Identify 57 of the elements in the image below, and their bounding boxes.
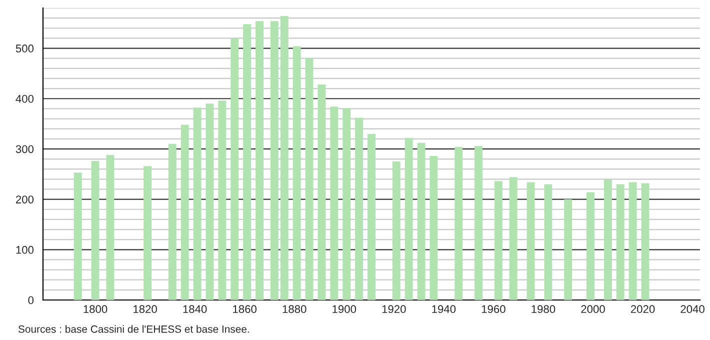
- bar: [474, 146, 482, 300]
- x-tick-label: 1940: [432, 305, 456, 314]
- x-tick-label: 2040: [680, 305, 704, 314]
- bar: [144, 166, 152, 300]
- bar: [355, 118, 364, 300]
- bar: [454, 146, 463, 300]
- x-tick-label: 1820: [134, 305, 157, 314]
- x-tick-label: 2020: [630, 305, 655, 314]
- bar: [641, 183, 650, 300]
- x-tick-label: 1840: [183, 305, 207, 314]
- y-tick-label: 100: [16, 246, 34, 254]
- bar: [206, 104, 214, 300]
- bar: [243, 24, 252, 300]
- bar: [270, 21, 278, 300]
- bar: [180, 124, 189, 300]
- y-tick-label: 500: [16, 44, 34, 52]
- y-tick-label: 300: [16, 145, 34, 154]
- bar: [392, 162, 400, 300]
- bar: [616, 184, 624, 300]
- bar: [106, 155, 114, 300]
- bar: [564, 199, 572, 300]
- bar: [586, 192, 594, 300]
- bar: [526, 182, 535, 300]
- bar: [305, 58, 314, 300]
- bar: [193, 108, 202, 300]
- bar: [342, 108, 351, 300]
- x-tick-label: 1920: [382, 305, 406, 314]
- bar: [292, 46, 301, 300]
- bar: [256, 21, 264, 300]
- bar: [544, 184, 552, 300]
- y-tick-label: 400: [16, 94, 34, 103]
- bar: [218, 100, 226, 300]
- bar: [168, 144, 176, 300]
- bar: [91, 161, 100, 300]
- bar: [509, 177, 518, 300]
- bar: [330, 106, 338, 300]
- bar: [604, 180, 612, 300]
- bar: [404, 138, 413, 300]
- x-tick-label: 1960: [482, 305, 506, 314]
- x-tick-label: 1880: [282, 305, 306, 314]
- bar: [368, 134, 376, 300]
- y-tick-label: 200: [16, 196, 34, 204]
- x-tick-label: 1900: [332, 305, 356, 314]
- bar: [74, 172, 82, 300]
- bar: [494, 181, 502, 300]
- bar: [230, 38, 239, 300]
- source-note: Sources : base Cassini de l'EHESS et base Insee.: [18, 325, 249, 333]
- bar: [628, 182, 637, 300]
- y-tick-label: 0: [28, 296, 34, 304]
- x-tick-label: 1860: [233, 305, 257, 314]
- bar: [280, 16, 288, 300]
- bar: [318, 84, 326, 300]
- x-tick-label: 2000: [581, 305, 605, 314]
- x-tick-label: 1980: [532, 305, 556, 314]
- bar: [417, 142, 426, 300]
- bar: [430, 156, 438, 300]
- x-tick-label: 1800: [84, 305, 108, 314]
